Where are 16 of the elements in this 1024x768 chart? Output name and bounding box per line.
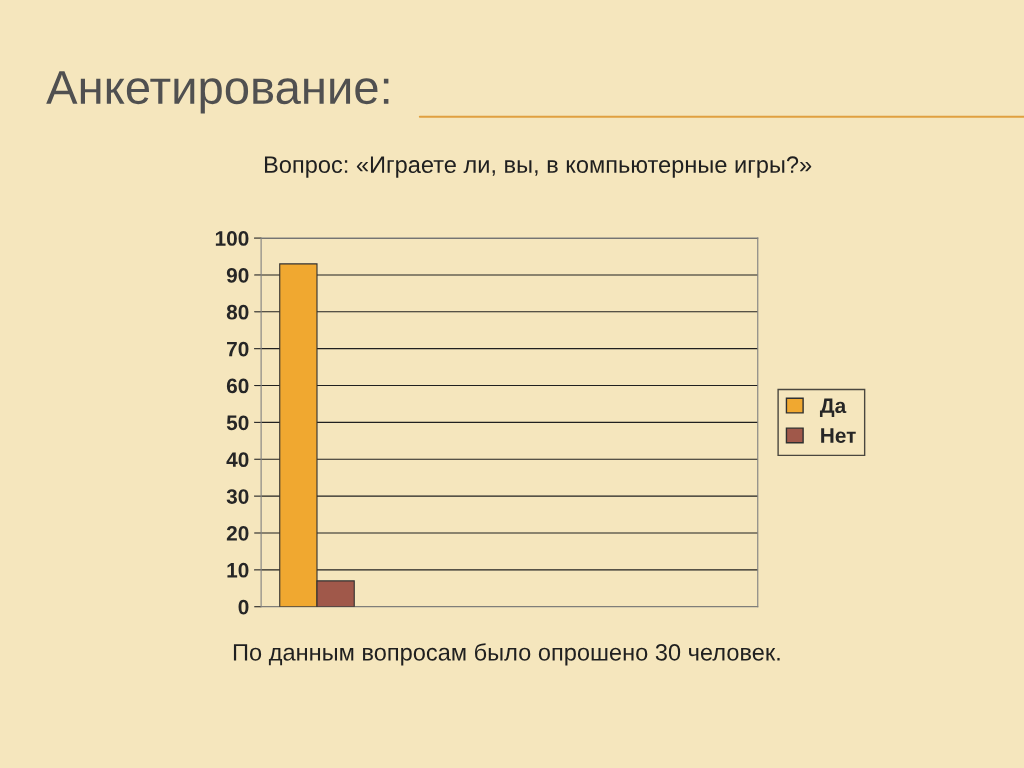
y-tick-label: 80: [226, 304, 249, 320]
legend-label: Да: [819, 398, 847, 418]
text: По данным вопросам было опрошено 30 человек.: [233, 643, 780, 666]
y-tick-label: 10: [227, 562, 249, 578]
y-tick-label: 70: [227, 341, 249, 357]
y-tick-label: 40: [226, 452, 249, 468]
y-tick-label: 30: [226, 489, 249, 504]
y-tick-label: 100: [215, 231, 249, 246]
y-tick-label: 0: [238, 599, 249, 615]
legend-label: Нет: [821, 428, 856, 443]
y-tick-label: 90: [226, 267, 249, 283]
chart-title: Анкетирование:: [46, 71, 389, 114]
y-tick-label: 60: [226, 378, 249, 394]
y-tick-label: 50: [226, 415, 249, 431]
chart-subtitle: Вопрос: «Играете ли, вы, в компьютерные игры?»: [264, 156, 812, 178]
y-tick-label: 20: [226, 525, 249, 541]
